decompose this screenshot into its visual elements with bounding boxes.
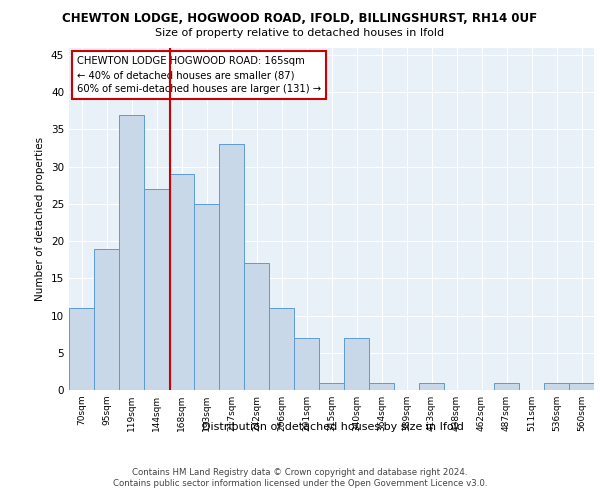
Bar [144, 189, 169, 390]
Bar [544, 382, 569, 390]
Text: Distribution of detached houses by size in Ifold: Distribution of detached houses by size … [202, 422, 464, 432]
Text: CHEWTON LODGE, HOGWOOD ROAD, IFOLD, BILLINGSHURST, RH14 0UF: CHEWTON LODGE, HOGWOOD ROAD, IFOLD, BILL… [62, 12, 538, 26]
Bar [119, 114, 144, 390]
Bar [344, 338, 369, 390]
Bar [94, 248, 119, 390]
Bar [219, 144, 244, 390]
Bar [494, 382, 519, 390]
Text: CHEWTON LODGE HOGWOOD ROAD: 165sqm
← 40% of detached houses are smaller (87)
60%: CHEWTON LODGE HOGWOOD ROAD: 165sqm ← 40%… [77, 56, 321, 94]
Y-axis label: Number of detached properties: Number of detached properties [35, 136, 46, 301]
Bar [419, 382, 444, 390]
Bar [319, 382, 344, 390]
Bar [569, 382, 594, 390]
Bar [269, 308, 294, 390]
Bar [194, 204, 219, 390]
Bar [369, 382, 394, 390]
Bar [244, 264, 269, 390]
Bar [69, 308, 94, 390]
Bar [294, 338, 319, 390]
Bar [169, 174, 194, 390]
Text: Contains HM Land Registry data © Crown copyright and database right 2024.
Contai: Contains HM Land Registry data © Crown c… [113, 468, 487, 487]
Text: Size of property relative to detached houses in Ifold: Size of property relative to detached ho… [155, 28, 445, 38]
